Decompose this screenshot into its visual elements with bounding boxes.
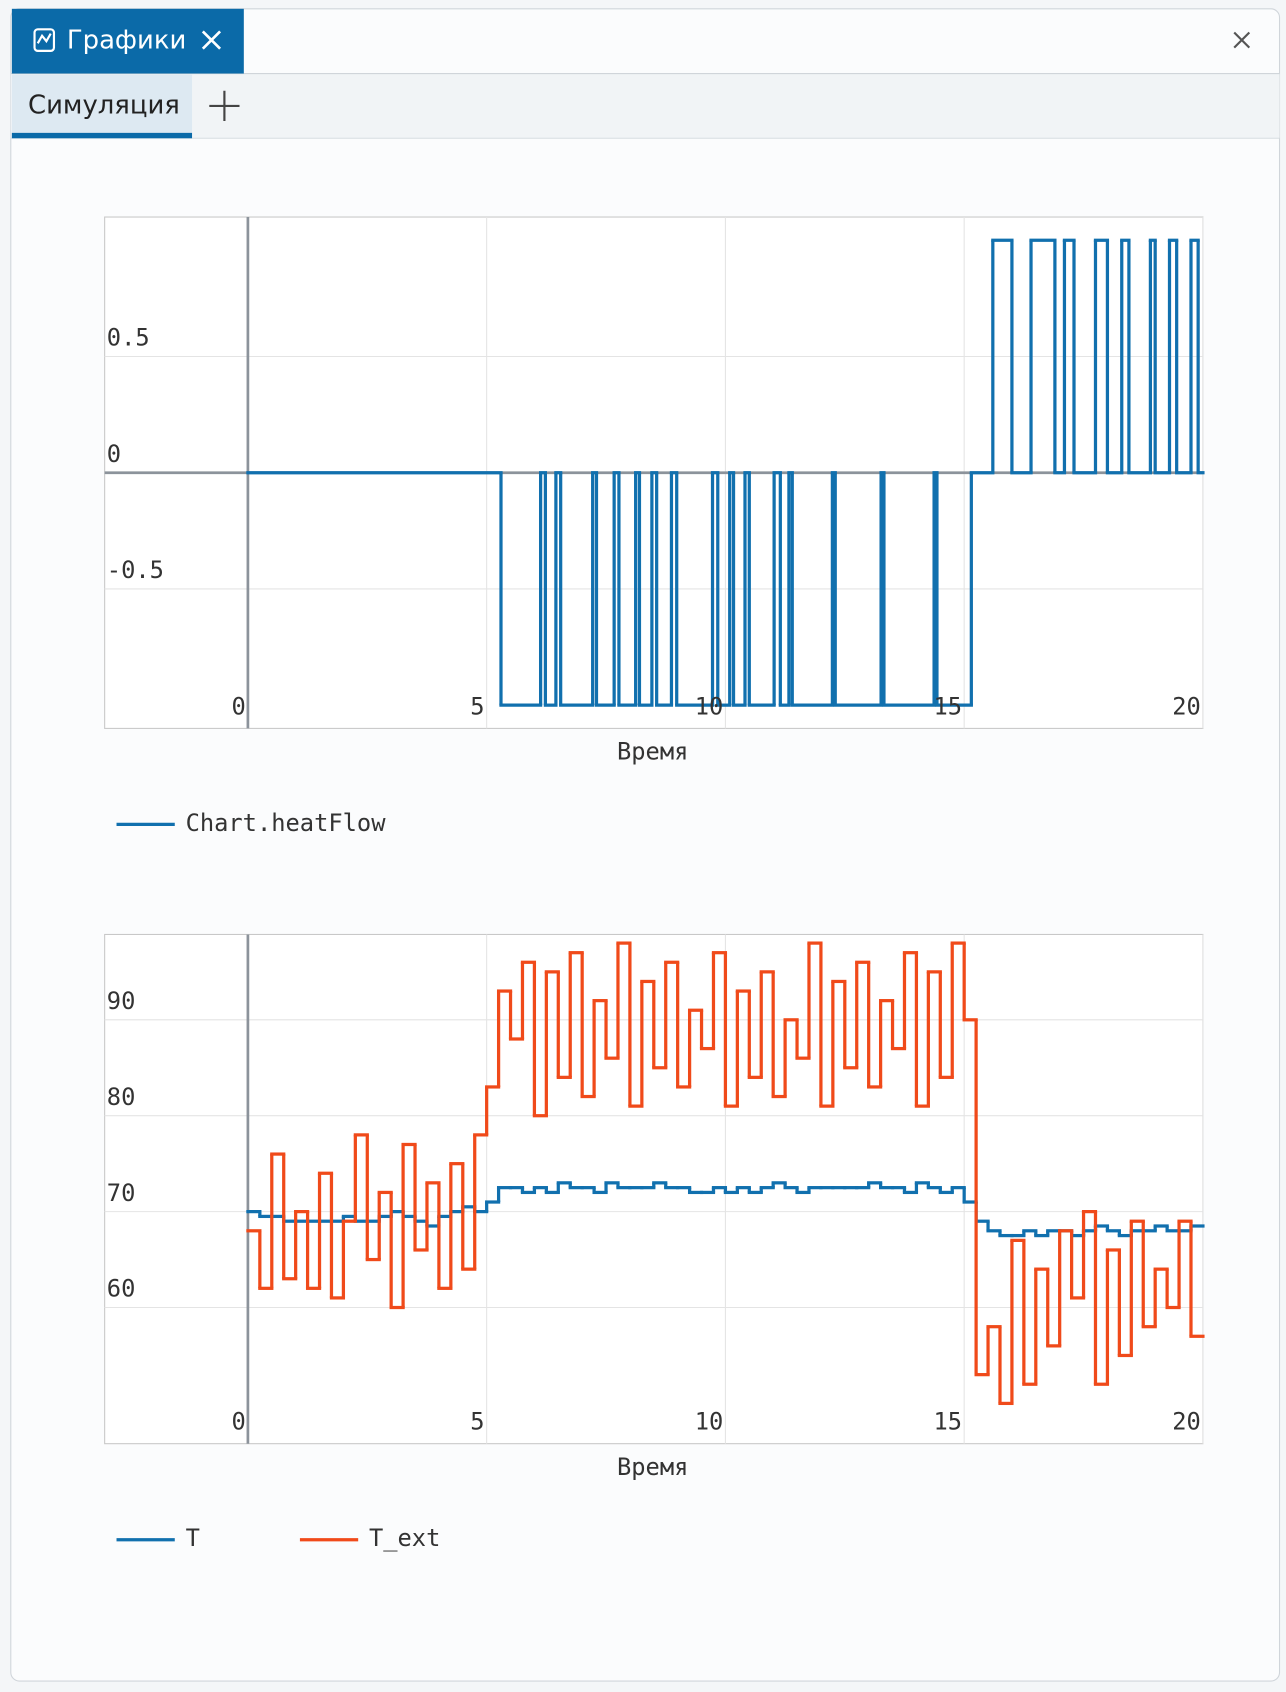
x-tick-label: 20	[1172, 692, 1201, 720]
x-tick-label: 10	[695, 692, 724, 720]
sub-tab[interactable]	[11, 74, 193, 139]
sub-tab-label: Симуляция	[28, 90, 180, 120]
x-tick-label: 20	[1172, 1408, 1201, 1436]
x-tick-label: 10	[695, 1408, 724, 1436]
x-tick-label: 5	[470, 692, 484, 720]
sub-tab-indicator	[11, 132, 193, 139]
y-tick-label: 70	[107, 1179, 136, 1207]
y-tick-label: 0.5	[107, 324, 150, 352]
y-tick-label: 60	[107, 1275, 136, 1303]
x-axis-label: Время	[617, 1453, 688, 1481]
x-tick-label: 0	[231, 692, 245, 720]
legend-label: T	[186, 1524, 200, 1552]
window-tab-label: Графики	[67, 26, 186, 56]
y-tick-label: 90	[107, 987, 136, 1015]
legend-label: Chart.heatFlow	[186, 809, 387, 837]
legend-label: T_ext	[369, 1524, 440, 1552]
x-tick-label: 0	[231, 1408, 245, 1436]
window-tab[interactable]	[11, 8, 244, 74]
tab-close[interactable]	[201, 30, 222, 50]
tab-icon	[33, 28, 56, 52]
x-tick-label: 15	[933, 692, 962, 720]
y-tick-label: 0	[107, 440, 121, 468]
window-close[interactable]	[1233, 31, 1251, 49]
y-tick-label: 80	[107, 1083, 136, 1111]
sub-tab-bar	[10, 73, 1280, 139]
x-tick-label: 5	[470, 1408, 484, 1436]
add-tab[interactable]	[209, 90, 240, 122]
x-axis-label: Время	[617, 738, 688, 766]
y-tick-label: -0.5	[107, 556, 164, 584]
x-tick-label: 15	[933, 1408, 962, 1436]
